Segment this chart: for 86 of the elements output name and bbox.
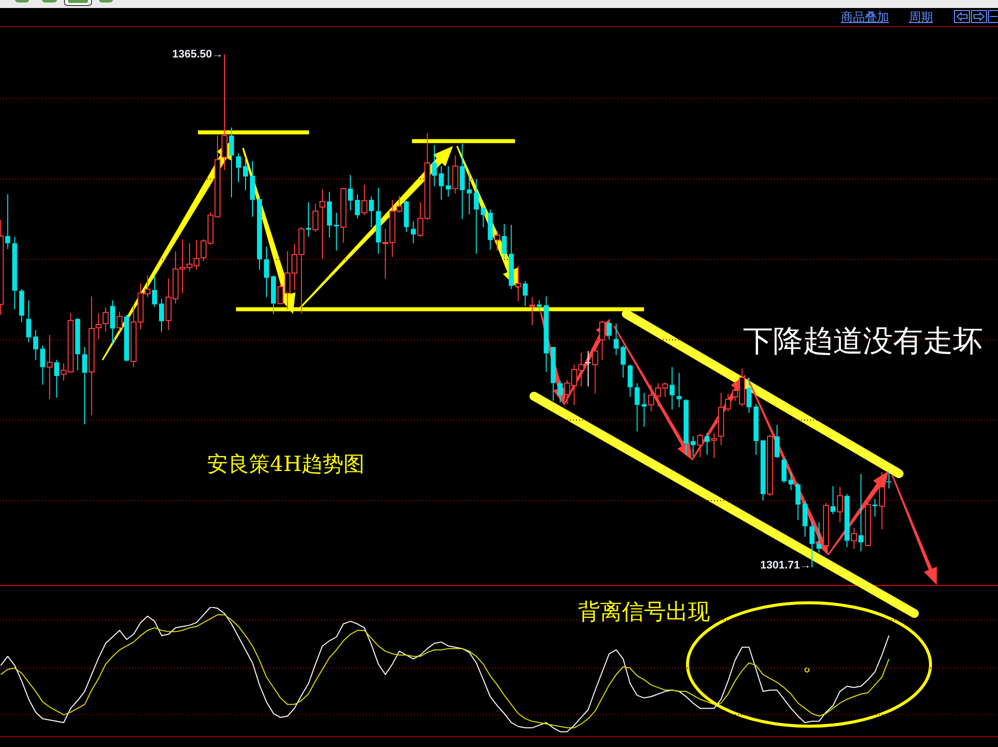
candlestick: [544, 296, 549, 372]
candlestick: [116, 311, 123, 332]
candlestick: [488, 209, 493, 250]
candlestick: [33, 330, 38, 360]
candlestick: [54, 359, 60, 398]
candlestick: [782, 457, 787, 484]
candlestick: [774, 424, 780, 458]
annotation: 1301.71→: [760, 560, 811, 572]
candlestick: [508, 224, 514, 290]
candlestick: [348, 174, 353, 211]
candlestick: [270, 274, 276, 315]
candlestick: [88, 296, 95, 416]
candlestick: [816, 522, 822, 554]
candlestick: [410, 221, 416, 244]
candlestick: [642, 392, 647, 428]
candlestick: [46, 334, 53, 400]
candlestick: [250, 160, 255, 218]
candlestick: [438, 166, 444, 200]
candlestick: [634, 382, 640, 432]
candlestick: [628, 364, 633, 398]
text: 安良策4H趋势图: [207, 452, 365, 476]
candlestick: [670, 366, 675, 410]
candlestick: [159, 298, 164, 332]
candlestick: [690, 436, 696, 457]
annotation: 1365.50→: [172, 48, 223, 62]
candlestick: [836, 486, 843, 523]
candlestick: [19, 288, 24, 323]
candlestick: [236, 152, 241, 183]
candlestick: [878, 472, 885, 530]
candlestick: [446, 166, 451, 198]
candlestick: [319, 188, 326, 260]
candlestick: [536, 300, 542, 312]
candlestick: [124, 314, 130, 362]
candlestick: [82, 346, 88, 425]
candlestick: [754, 404, 759, 456]
candlestick: [12, 236, 18, 310]
candlestick: [844, 494, 850, 548]
candlestick: [858, 474, 864, 552]
candlestick: [242, 156, 248, 191]
annotation: 背离信号出现: [578, 600, 710, 626]
candlestick: [522, 280, 528, 306]
candlestick: [432, 144, 437, 187]
candlestick: [480, 204, 486, 228]
candlestick: [229, 127, 234, 198]
candlestick: [614, 323, 619, 356]
candlestick: [306, 202, 311, 238]
candlestick: [110, 300, 116, 344]
candlestick: [529, 296, 536, 326]
candlestick: [354, 194, 360, 219]
candlestick: [676, 372, 682, 408]
candlestick: [5, 194, 10, 250]
candlestick: [75, 318, 80, 371]
candlestick: [222, 54, 228, 171]
candlestick: [326, 191, 332, 238]
candlestick: [872, 498, 878, 518]
candlestick: [606, 322, 612, 340]
candlestick: [452, 155, 458, 194]
candlestick: [802, 500, 808, 538]
text: 周期: [909, 10, 933, 25]
candlestick: [746, 377, 752, 414]
candlestick: [796, 482, 801, 520]
candlestick: [256, 196, 262, 270]
candlestick: [886, 472, 892, 490]
candlestick: [620, 344, 626, 378]
candlestick: [96, 312, 102, 340]
candlestick: [586, 350, 591, 387]
candlestick: [515, 265, 522, 302]
candlestick: [404, 200, 409, 233]
candlestick: [810, 520, 815, 568]
candlestick: [376, 187, 381, 254]
candlestick: [368, 196, 374, 228]
candlestick: [334, 212, 339, 252]
candlestick: [102, 307, 109, 332]
text: 商品叠加: [841, 10, 889, 25]
candlestick: [40, 344, 46, 386]
candlestick: [152, 274, 158, 308]
candlestick: [474, 178, 479, 254]
candlestick: [704, 432, 710, 456]
candlestick: [767, 434, 774, 496]
candlestick: [26, 300, 32, 343]
candlestick: [788, 472, 794, 491]
candlestick: [264, 246, 269, 298]
candlestick: [466, 171, 472, 215]
candlestick: [502, 223, 507, 258]
annotation: 下降趋道没有走坏: [743, 324, 983, 360]
candlestick: [460, 143, 465, 220]
